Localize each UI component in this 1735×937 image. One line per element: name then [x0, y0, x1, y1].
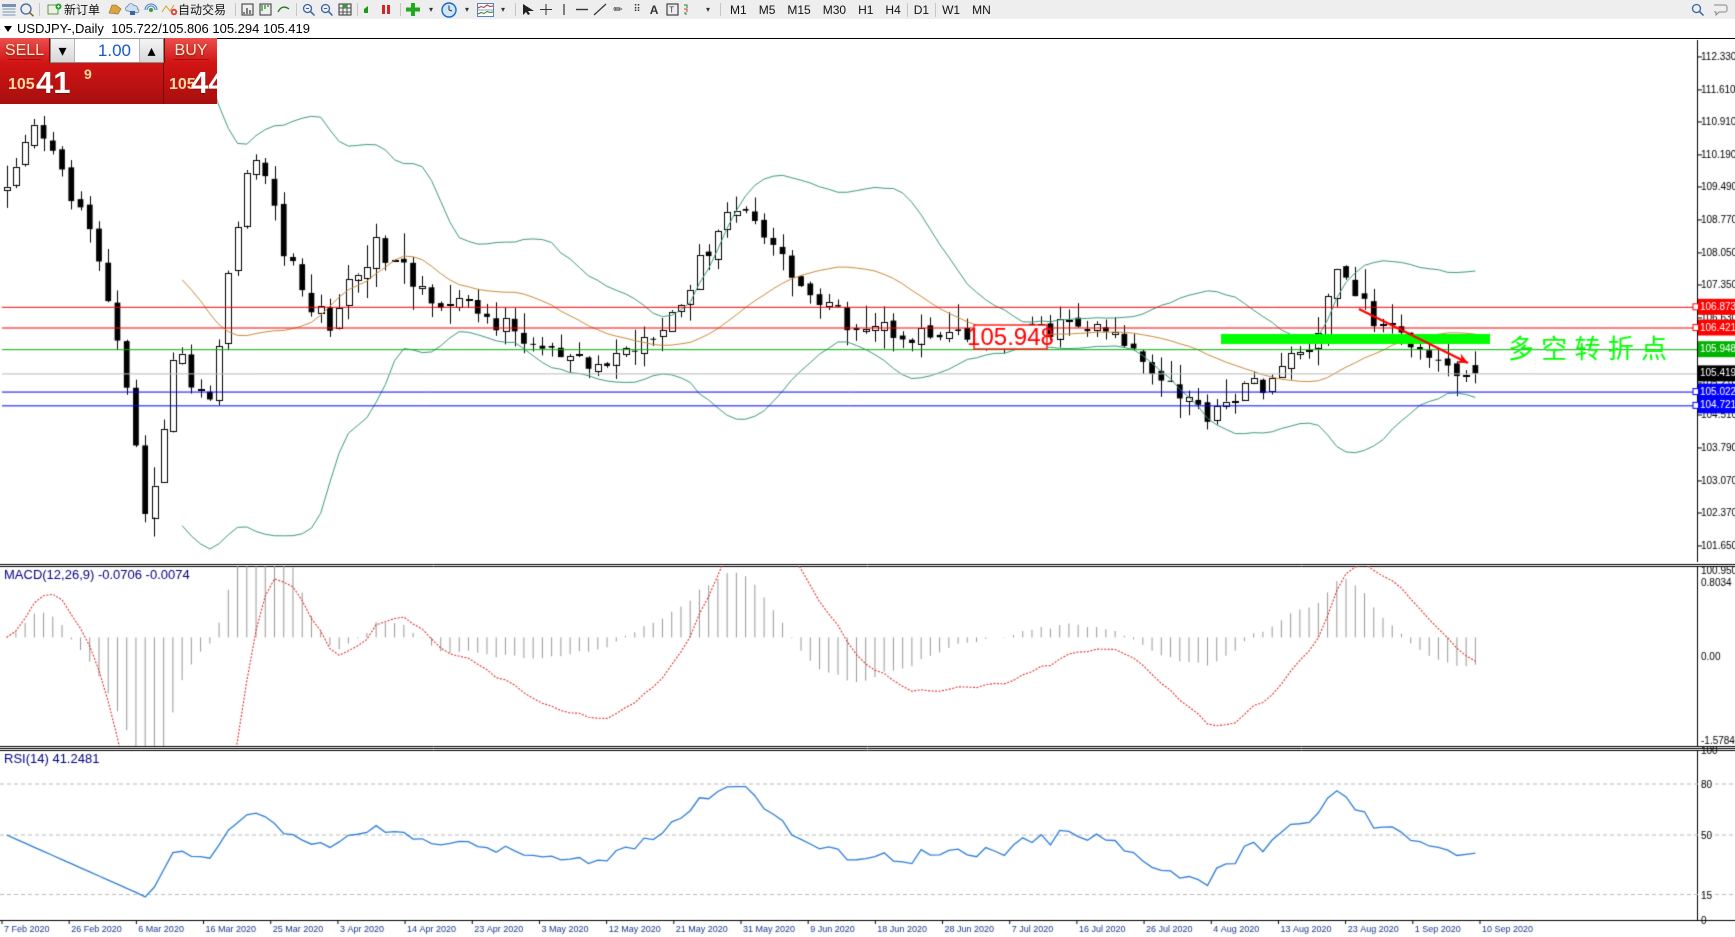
svg-text:T: T — [669, 6, 674, 15]
